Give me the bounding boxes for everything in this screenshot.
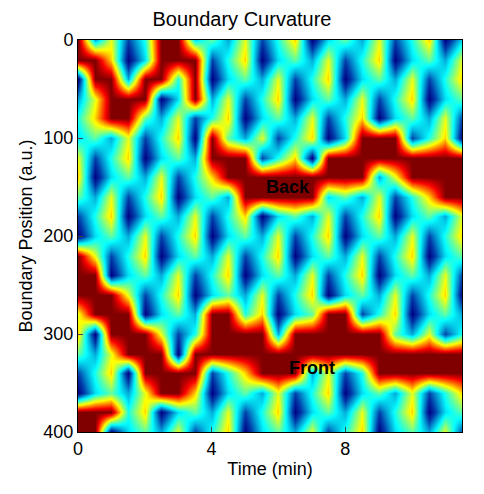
svg-text:200: 200 [43, 226, 73, 246]
svg-text:300: 300 [43, 324, 73, 344]
svg-text:0: 0 [63, 30, 73, 50]
svg-text:0: 0 [73, 439, 83, 459]
svg-text:400: 400 [43, 422, 73, 442]
svg-text:8: 8 [340, 439, 350, 459]
svg-text:4: 4 [207, 439, 217, 459]
svg-text:Boundary Position (a.u.): Boundary Position (a.u.) [16, 139, 36, 332]
svg-text:Time (min): Time (min) [227, 459, 312, 479]
svg-text:Boundary Curvature: Boundary Curvature [153, 8, 332, 30]
svg-text:Front: Front [289, 358, 335, 378]
svg-text:100: 100 [43, 128, 73, 148]
svg-text:Back: Back [266, 177, 310, 197]
